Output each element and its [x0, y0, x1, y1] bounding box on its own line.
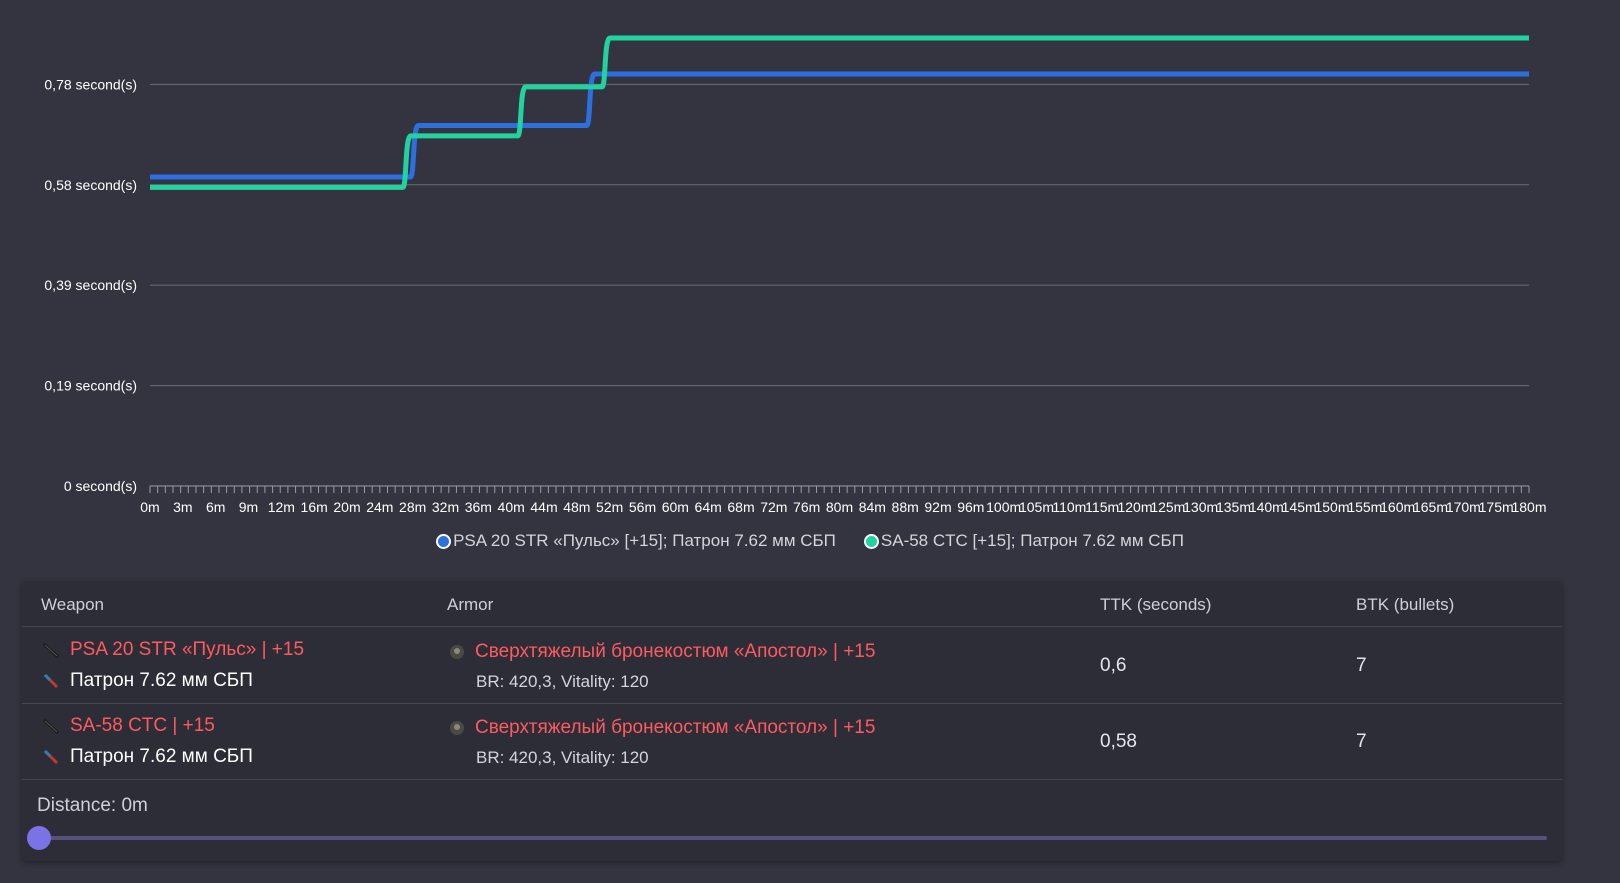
comparison-panel: Weapon Armor TTK (seconds) BTK (bullets)… — [22, 581, 1562, 861]
x-tick-label: 105m — [1019, 499, 1054, 515]
legend-item-sa58[interactable]: SA-58 CTC [+15]; Патрон 7.62 мм СБП — [863, 531, 1184, 551]
ammo-name: Патрон 7.62 мм СБП — [70, 670, 253, 691]
legend-dot-sa58 — [863, 533, 879, 549]
x-tick-label: 88m — [892, 499, 919, 515]
x-tick-label: 24m — [366, 499, 393, 515]
table-row: PSA 20 STR «Пульс» | +15 Патрон 7.62 мм … — [22, 627, 1562, 704]
y-tick-label: 0,39 second(s) — [44, 277, 137, 293]
x-tick-label: 92m — [924, 499, 951, 515]
x-tick-label: 150m — [1314, 499, 1349, 515]
x-tick-label: 175m — [1479, 499, 1514, 515]
x-tick-label: 170m — [1446, 499, 1481, 515]
x-tick-label: 80m — [826, 499, 853, 515]
x-tick-label: 125m — [1150, 499, 1185, 515]
y-tick-label: 0,19 second(s) — [44, 378, 137, 394]
x-tick-label: 110m — [1052, 499, 1086, 515]
weapon-name[interactable]: SA-58 CTC | +15 — [70, 715, 215, 736]
x-tick-label: 56m — [629, 499, 656, 515]
ttk-value: 0,6 — [1100, 655, 1127, 676]
distance-slider-thumb[interactable] — [27, 826, 51, 850]
x-tick-label: 84m — [859, 499, 886, 515]
ttk-value: 0,58 — [1100, 731, 1137, 752]
table-row: SA-58 CTC | +15 Патрон 7.62 мм СБП Сверх… — [22, 703, 1562, 780]
ttk-chart-svg: 0 second(s) 0,19 second(s) 0,39 second(s) 0… — [44, 35, 1547, 515]
x-tick-label: 52m — [596, 499, 623, 515]
x-tick-label: 28m — [399, 499, 426, 515]
x-tick-label: 135m — [1216, 499, 1251, 515]
ttk-chart: 0 second(s) 0,19 second(s) 0,39 second(s) 0… — [44, 35, 1547, 515]
x-tick-label: 6m — [206, 499, 225, 515]
x-tick-label: 160m — [1380, 499, 1415, 515]
rifle-icon — [42, 718, 60, 735]
x-tick-label: 64m — [695, 499, 722, 515]
x-tick-label: 48m — [563, 499, 590, 515]
armor-name[interactable]: Сверхтяжелый бронекостюм «Апостол» | +15 — [475, 717, 876, 738]
weapon-name[interactable]: PSA 20 STR «Пульс» | +15 — [70, 639, 305, 660]
legend-dot-psa20 — [436, 533, 452, 549]
x-tick-label: 36m — [465, 499, 492, 515]
series-line-0 — [150, 71, 1529, 180]
btk-value: 7 — [1356, 655, 1367, 676]
series-line-1 — [150, 35, 1529, 190]
x-tick-label: 145m — [1282, 499, 1317, 515]
x-tick-label: 9m — [239, 499, 258, 515]
x-tick-label: 32m — [432, 499, 459, 515]
rifle-icon — [42, 642, 60, 659]
x-tick-label: 68m — [727, 499, 754, 515]
armor-name[interactable]: Сверхтяжелый бронекостюм «Апостол» | +15 — [475, 641, 876, 662]
armor-icon — [450, 721, 464, 735]
distance-slider-track[interactable] — [37, 836, 1547, 840]
chart-legend: PSA 20 STR «Пульс» [+15]; Патрон 7.62 мм… — [0, 531, 1620, 551]
x-tick-label: 16m — [301, 499, 328, 515]
y-tick-label: 0,58 second(s) — [44, 177, 137, 193]
x-tick-label: 0m — [140, 499, 159, 515]
x-tick-label: 44m — [530, 499, 557, 515]
table-header: Weapon Armor TTK (seconds) BTK (bullets) — [22, 581, 1562, 627]
x-tick-label: 165m — [1413, 499, 1448, 515]
y-tick-label: 0,78 second(s) — [44, 76, 137, 92]
header-ttk: TTK (seconds) — [1100, 595, 1212, 614]
header-armor: Armor — [447, 595, 494, 614]
legend-label-psa20: PSA 20 STR «Пульс» [+15]; Патрон 7.62 мм… — [453, 531, 836, 550]
x-tick-label: 96m — [957, 499, 984, 515]
armor-stats: BR: 420,3, Vitality: 120 — [476, 672, 649, 691]
y-tick-label: 0 second(s) — [64, 478, 137, 494]
header-btk: BTK (bullets) — [1356, 595, 1455, 614]
x-tick-label: 155m — [1347, 499, 1382, 515]
ammo-icon — [43, 749, 59, 765]
x-tick-label: 115m — [1085, 499, 1119, 515]
x-tick-label: 180m — [1511, 499, 1546, 515]
x-tick-label: 130m — [1183, 499, 1218, 515]
ammo-name: Патрон 7.62 мм СБП — [70, 746, 253, 767]
x-tick-label: 120m — [1117, 499, 1152, 515]
legend-label-sa58: SA-58 CTC [+15]; Патрон 7.62 мм СБП — [880, 531, 1184, 550]
distance-label: Distance: 0m — [37, 795, 148, 816]
x-tick-label: 100m — [986, 499, 1021, 515]
legend-item-psa20[interactable]: PSA 20 STR «Пульс» [+15]; Патрон 7.62 мм… — [436, 531, 836, 551]
x-tick-label: 72m — [760, 499, 787, 515]
header-weapon: Weapon — [41, 595, 105, 614]
x-tick-label: 20m — [333, 499, 360, 515]
x-tick-label: 60m — [662, 499, 689, 515]
ammo-icon — [43, 673, 59, 689]
armor-stats: BR: 420,3, Vitality: 120 — [476, 748, 649, 767]
x-tick-label: 3m — [173, 499, 192, 515]
btk-value: 7 — [1356, 731, 1367, 752]
x-tick-label: 40m — [498, 499, 525, 515]
x-tick-label: 12m — [268, 499, 295, 515]
x-tick-label: 140m — [1249, 499, 1284, 515]
x-tick-label: 76m — [793, 499, 820, 515]
armor-icon — [450, 645, 464, 659]
